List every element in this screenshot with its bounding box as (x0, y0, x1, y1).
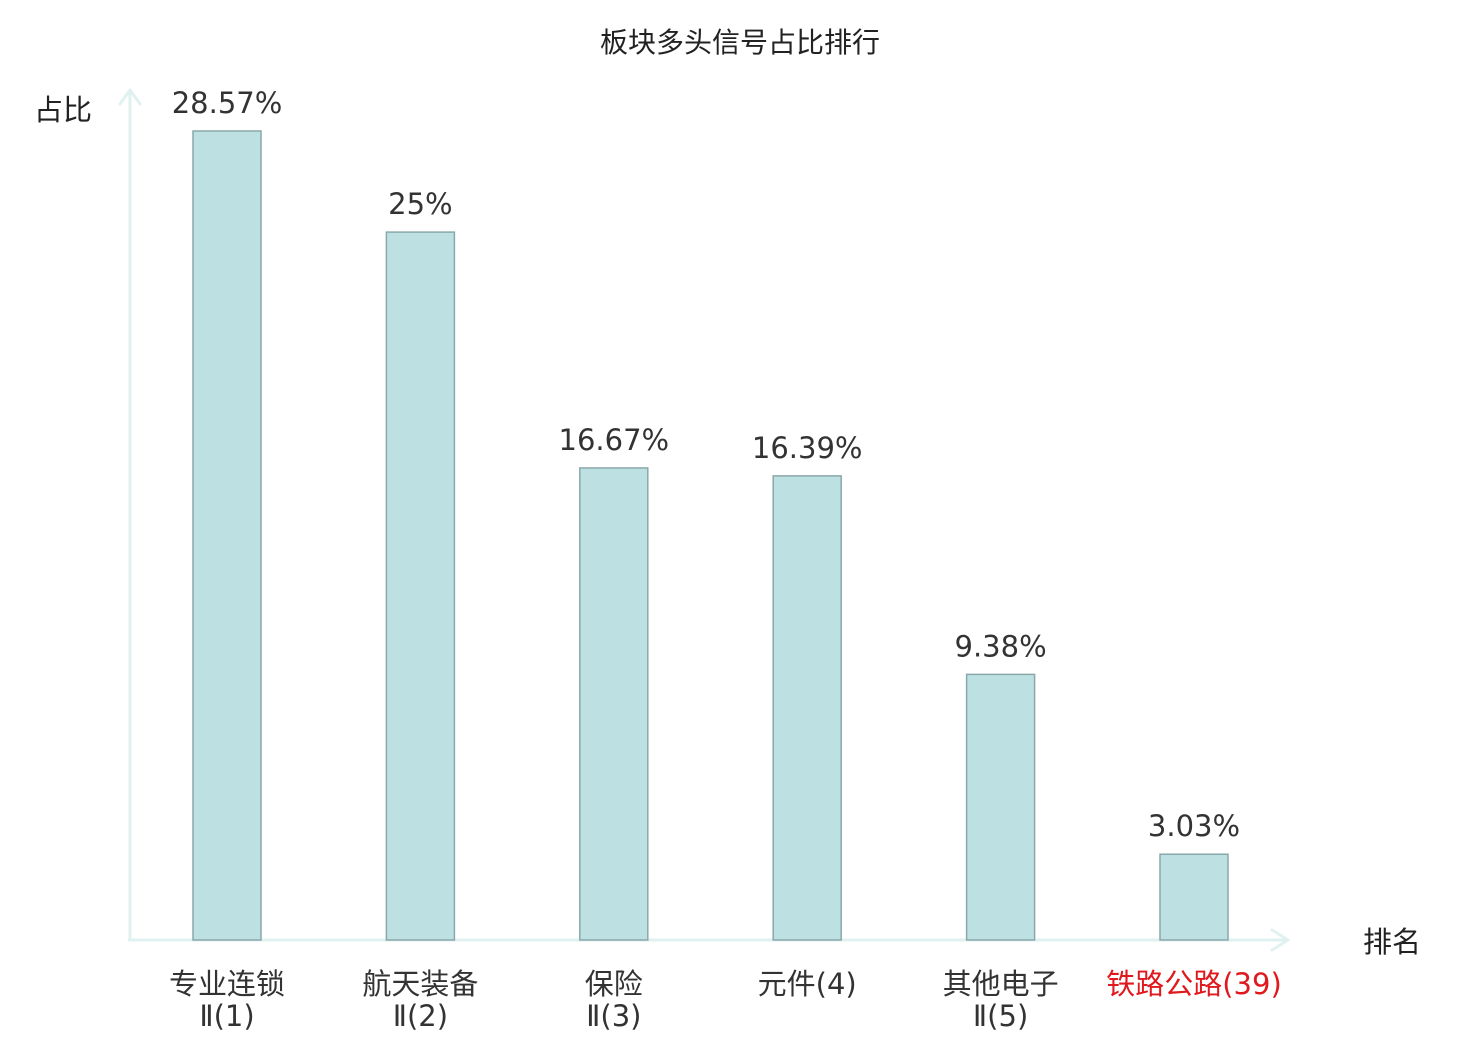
category-name: 元件 (758, 967, 816, 1001)
bar-value-label: 9.38% (955, 629, 1047, 663)
category-rank: Ⅱ(1) (199, 999, 254, 1033)
svg-text:元件(4): 元件(4) (758, 967, 857, 1001)
bar-value-label: 3.03% (1148, 809, 1240, 843)
category-name: 其他电子 (943, 967, 1059, 1001)
bar-value-label: 28.57% (172, 86, 283, 120)
x-axis (128, 928, 1290, 952)
category-rank: Ⅱ(5) (973, 999, 1028, 1033)
category-rank: Ⅱ(3) (586, 999, 641, 1033)
category-rank: (4) (816, 967, 857, 1001)
category-name: 保险 (585, 967, 643, 1001)
bar (579, 467, 649, 941)
bars-layer (192, 130, 1229, 941)
category-name: 专业连锁 (169, 967, 285, 1001)
bar (1159, 853, 1229, 941)
y-axis (118, 88, 142, 940)
chart-title: 板块多头信号占比排行 (600, 26, 880, 59)
bar (772, 475, 842, 941)
svg-text:铁路公路(39): 铁路公路(39) (1106, 967, 1282, 1001)
x-axis-label: 排名 (1363, 925, 1421, 959)
bar-value-label: 16.39% (752, 431, 863, 465)
y-axis-label: 占比 (34, 93, 92, 127)
category-name: 航天装备 (362, 967, 478, 1001)
category-label: 铁路公路(39) (1106, 967, 1282, 1001)
bar (192, 130, 262, 941)
bar-value-label: 16.67% (559, 423, 670, 457)
bar (965, 673, 1036, 941)
value-labels-layer: 28.57% 25% 16.67% 16.39% 9.38% 3.03% (172, 86, 1240, 843)
category-label: 元件(4) (758, 967, 857, 1001)
bar-value-label: 25% (388, 187, 452, 221)
bar (385, 231, 456, 941)
category-rank: (39) (1222, 967, 1282, 1001)
category-name: 铁路公路 (1106, 967, 1222, 1001)
category-rank: Ⅱ(2) (393, 999, 448, 1033)
